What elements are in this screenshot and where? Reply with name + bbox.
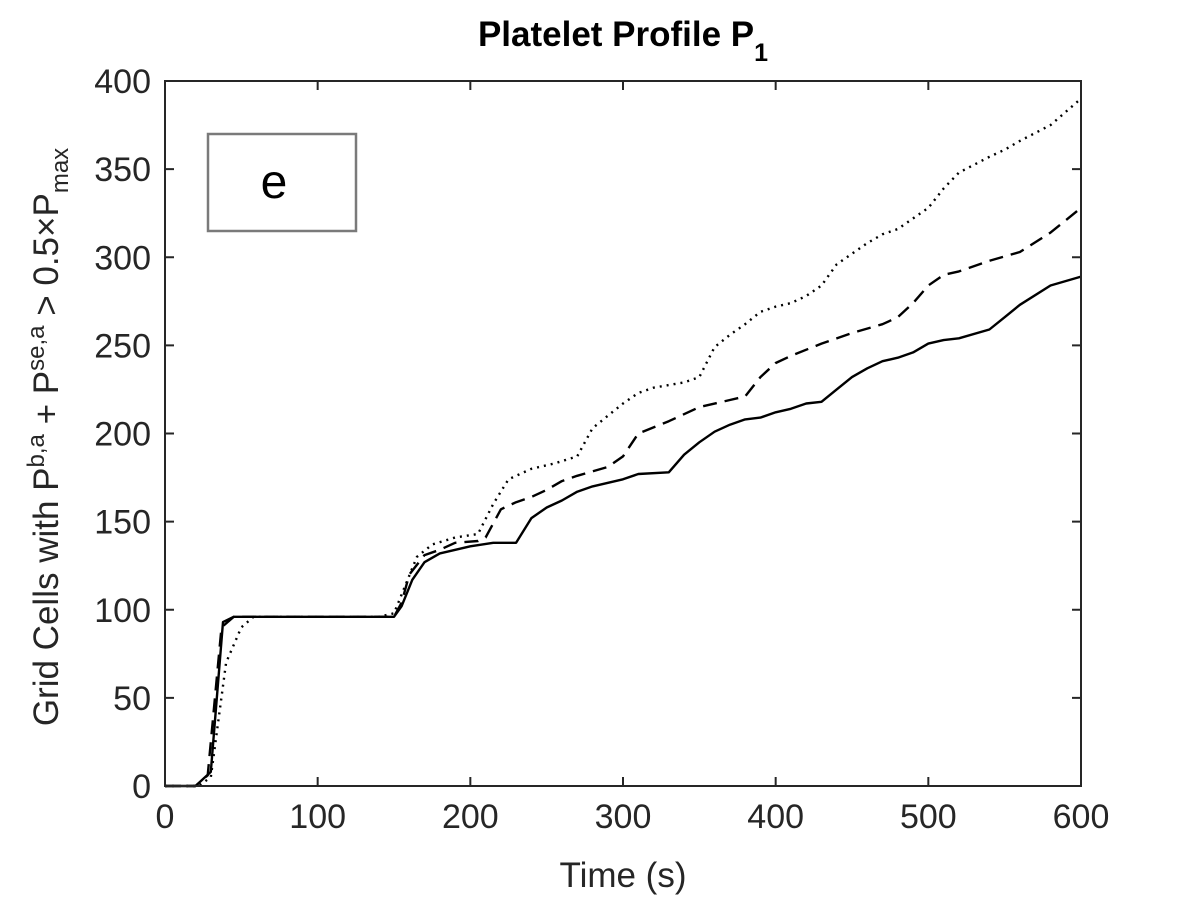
y-axis-label-group: Grid Cells with Pb,a + Pse,a > 0.5×Pmax <box>23 148 74 726</box>
series-line-dashed <box>165 206 1082 788</box>
y-tick-label: 0 <box>132 768 151 806</box>
y-tick-label: 200 <box>94 416 151 454</box>
chart-title: Platelet Profile P1 <box>478 15 768 67</box>
y-tick-label: 250 <box>94 327 151 365</box>
y-label-sub4: max <box>47 148 74 193</box>
y-tick-label: 100 <box>94 592 151 630</box>
x-axis-label: Time (s) <box>559 856 686 895</box>
y-tick-label: 350 <box>94 151 151 189</box>
y-label-times: × <box>27 217 66 237</box>
x-tick-label: 200 <box>442 798 499 836</box>
series-line-solid <box>165 275 1082 788</box>
x-tick-label: 500 <box>900 798 957 836</box>
annotation-box <box>206 132 358 233</box>
y-label-part1: Grid Cells with P <box>27 468 66 727</box>
y-label-sup1: b,a <box>23 433 50 467</box>
y-axis-label: Grid Cells with Pb,a + Pse,a > 0.5×Pmax <box>23 148 74 726</box>
y-tick-label: 400 <box>94 63 151 101</box>
y-label-sup2: se,a <box>23 325 50 371</box>
y-tick-label: 150 <box>94 504 151 542</box>
y-tick-label: 50 <box>113 680 151 718</box>
y-tick-label: 300 <box>94 239 151 277</box>
x-tick-label: 600 <box>1053 798 1110 836</box>
x-tick-label: 0 <box>156 798 175 836</box>
series-line-dotted <box>165 97 1082 788</box>
x-tick-label: 400 <box>747 798 804 836</box>
y-label-part4: P <box>27 193 66 216</box>
y-label-part2: + P <box>27 371 66 434</box>
y-label-part3: > 0.5 <box>27 237 66 326</box>
annotation-box-group: e <box>206 132 358 233</box>
chart-title-main: Platelet Profile P <box>478 15 754 54</box>
annotation-label: e <box>261 156 288 209</box>
chart-title-subscript: 1 <box>754 39 768 67</box>
plot-area: 0 100 200 300 400 500 600 0 50 100 150 200 250 300 350… <box>94 63 1109 836</box>
x-tick-label: 100 <box>289 798 346 836</box>
x-tick-label: 300 <box>595 798 652 836</box>
